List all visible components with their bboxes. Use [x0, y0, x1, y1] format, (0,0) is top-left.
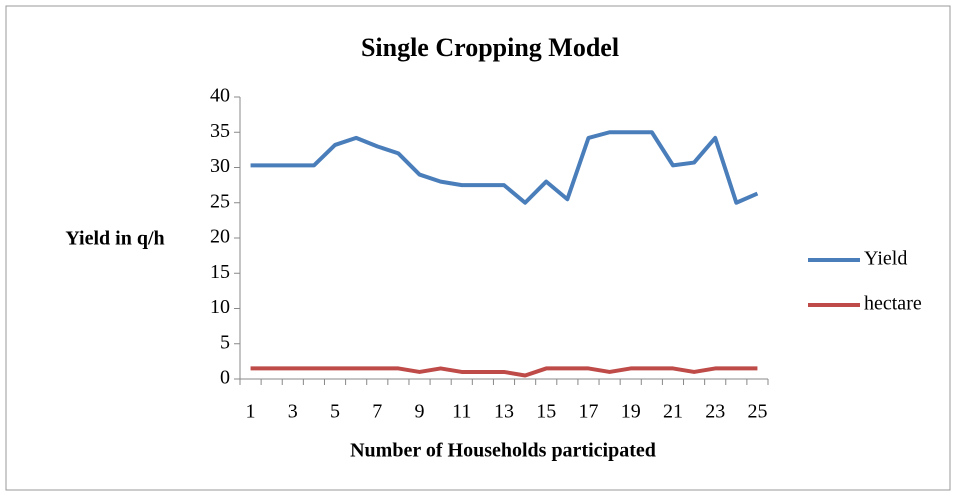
- y-tick-label: 5: [220, 331, 230, 353]
- series-line: [250, 130, 759, 205]
- x-tick-label: 23: [705, 401, 725, 423]
- y-tick-label: 35: [210, 120, 230, 142]
- y-tick-label: 40: [210, 85, 230, 107]
- y-tick-label: 10: [210, 296, 230, 318]
- x-tick-label: 15: [536, 401, 556, 423]
- x-tick-label: 9: [415, 401, 425, 423]
- x-tick-label: 7: [372, 401, 382, 423]
- legend-label: hectare: [864, 293, 922, 315]
- chart-frame: [5, 5, 951, 491]
- series-line: [250, 366, 758, 378]
- x-tick-label: 13: [494, 401, 514, 423]
- x-tick-label: 1: [246, 401, 256, 423]
- x-tick-label: 5: [330, 401, 340, 423]
- legend-label: Yield: [864, 248, 907, 270]
- x-tick-label: 19: [621, 401, 641, 423]
- x-tick-label: 17: [578, 401, 598, 423]
- y-tick-label: 0: [220, 367, 230, 389]
- x-tick-label: 3: [288, 401, 298, 423]
- y-tick-label: 15: [210, 261, 230, 283]
- y-axis-label: Yield in q/h: [65, 228, 164, 250]
- chart-title: Single Cropping Model: [361, 33, 619, 62]
- x-tick-label: 25: [747, 401, 767, 423]
- y-tick-label: 20: [210, 226, 230, 248]
- x-tick-label: 21: [663, 401, 683, 423]
- y-tick-label: 30: [210, 155, 230, 177]
- y-tick-label: 25: [210, 190, 230, 212]
- x-axis-label: Number of Households participated: [350, 440, 656, 462]
- x-tick-label: 11: [452, 401, 471, 423]
